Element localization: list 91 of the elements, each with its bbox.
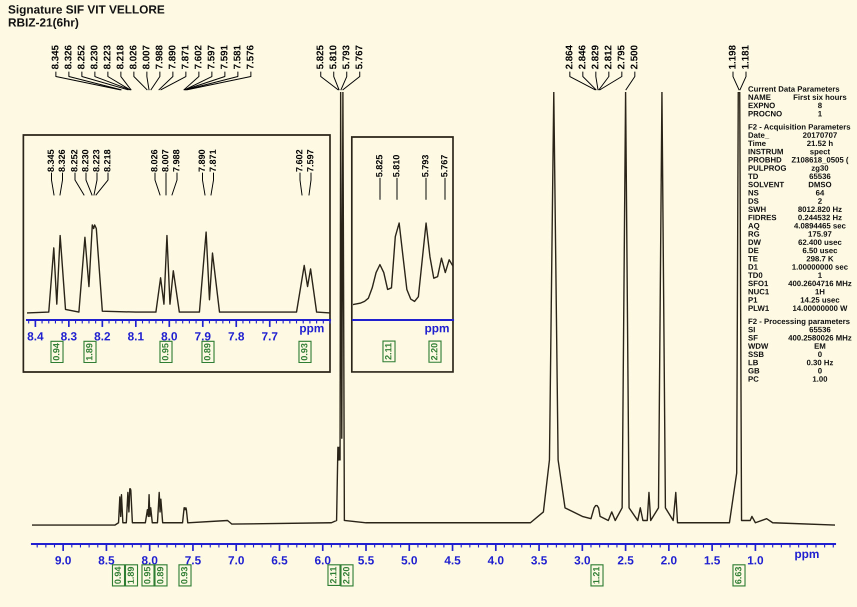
text: 1.198: [728, 45, 736, 69]
x-tick-label: 2.5: [618, 556, 634, 564]
x-tick-label: 9.0: [55, 556, 71, 564]
text: 8.223: [104, 45, 110, 70]
annotation: 8.326: [58, 150, 65, 172]
x-tick-label: 8.3: [61, 332, 77, 340]
x-axis-title: ppm: [300, 326, 324, 335]
text: 8.007: [142, 46, 150, 70]
x-tick-label: 7.9: [195, 332, 211, 340]
text: 5.793: [342, 45, 350, 70]
x-tick-label: 1.0: [748, 556, 764, 564]
text: 7.890: [168, 45, 176, 69]
annotation: 5.793: [422, 154, 428, 177]
text: 7.871: [182, 45, 188, 69]
x-tick-label: 8.0: [161, 332, 178, 340]
x-tick-label: 3.0: [574, 556, 590, 564]
x-tick-label: 1.5: [704, 556, 720, 564]
x-tick-label: 7.0: [228, 556, 244, 564]
x-tick-label: 8.0: [142, 556, 158, 564]
x-tick-label: 6.5: [272, 556, 288, 564]
text: 0.94: [114, 566, 121, 584]
x-tick-label: 8.2: [94, 332, 110, 340]
annotation: 0.94: [53, 343, 60, 360]
text: 1.181: [742, 45, 749, 69]
annotation: 0.89: [204, 343, 210, 360]
annotation: 1.89: [86, 343, 92, 360]
x-tick-label: 5.5: [358, 556, 374, 564]
text: 6.63: [735, 566, 742, 584]
annotation: 8.252: [71, 150, 78, 172]
text: 2.864: [566, 45, 572, 70]
text: 0.93: [181, 566, 188, 584]
x-tick-label: 8.4: [28, 332, 44, 340]
annotation: 8.007: [162, 150, 168, 172]
x-tick-label: 2.0: [661, 556, 677, 564]
x-tick-label: 5.0: [401, 556, 417, 564]
x-axis-title: ppm: [425, 326, 449, 335]
annotation: 7.597: [307, 150, 314, 172]
text: 8.345: [52, 45, 58, 70]
text: 7.597: [208, 46, 214, 69]
x-tick-label: 4.0: [488, 556, 504, 564]
annotation: 8.230: [82, 150, 88, 172]
text: 2.20: [343, 566, 350, 584]
x-tick-label: 7.8: [228, 332, 244, 340]
annotation: 7.890: [198, 150, 205, 172]
text: 7.581: [234, 45, 240, 69]
text: 7.988: [156, 45, 162, 69]
text: 2.11: [330, 566, 336, 584]
text: 8.218: [116, 45, 124, 70]
x-axis-title: ppm: [795, 552, 819, 560]
annotation: 8.223: [93, 150, 100, 172]
annotation: 2.20: [431, 343, 438, 360]
text: 2.500: [630, 45, 638, 70]
x-tick-label: 7.5: [185, 556, 201, 564]
annotation: 2.11: [385, 343, 392, 360]
annotation: 7.988: [173, 150, 180, 172]
text: 7.602: [194, 45, 202, 69]
annotation: 7.602: [296, 150, 302, 172]
annotation: 5.825: [376, 154, 382, 177]
text: 5.825: [316, 45, 324, 70]
text: 8.252: [78, 45, 84, 70]
text: 8.230: [90, 45, 98, 70]
x-tick-label: 7.7: [262, 332, 278, 340]
text: 5.810: [329, 45, 336, 70]
x-tick-label: 4.5: [444, 556, 460, 564]
text: 1.89: [128, 566, 134, 584]
text: 2.846: [578, 45, 586, 70]
x-tick-label: 3.5: [531, 556, 547, 564]
annotation: 8.026: [151, 150, 158, 172]
chart-title: Signature SIF VIT VELLORE: [8, 5, 164, 16]
text: 8.026: [130, 45, 136, 70]
text: 0.95: [144, 566, 150, 584]
annotation: 8.345: [48, 150, 54, 172]
x-tick-label: 8.1: [128, 332, 144, 340]
annotation: 5.767: [441, 155, 448, 177]
annotation: 7.871: [210, 150, 216, 172]
text: 1.21: [593, 566, 600, 584]
text: 2.795: [618, 45, 624, 70]
chart-subtitle: RBIZ-21(6hr): [8, 18, 78, 30]
annotation: 8.218: [104, 150, 110, 172]
x-tick-label: 6.0: [314, 556, 330, 564]
x-tick-label: 8.5: [98, 556, 114, 564]
text: 2.812: [604, 45, 612, 70]
text: 7.591: [220, 45, 228, 69]
text: 5.767: [355, 46, 362, 70]
text: 0.89: [157, 566, 164, 584]
annotation: 0.93: [301, 343, 308, 360]
text: 8.326: [64, 45, 72, 70]
annotation: 0.95: [162, 343, 168, 360]
annotation: 5.810: [393, 155, 400, 177]
text: 2.829: [592, 45, 598, 70]
text: 7.576: [246, 45, 254, 69]
